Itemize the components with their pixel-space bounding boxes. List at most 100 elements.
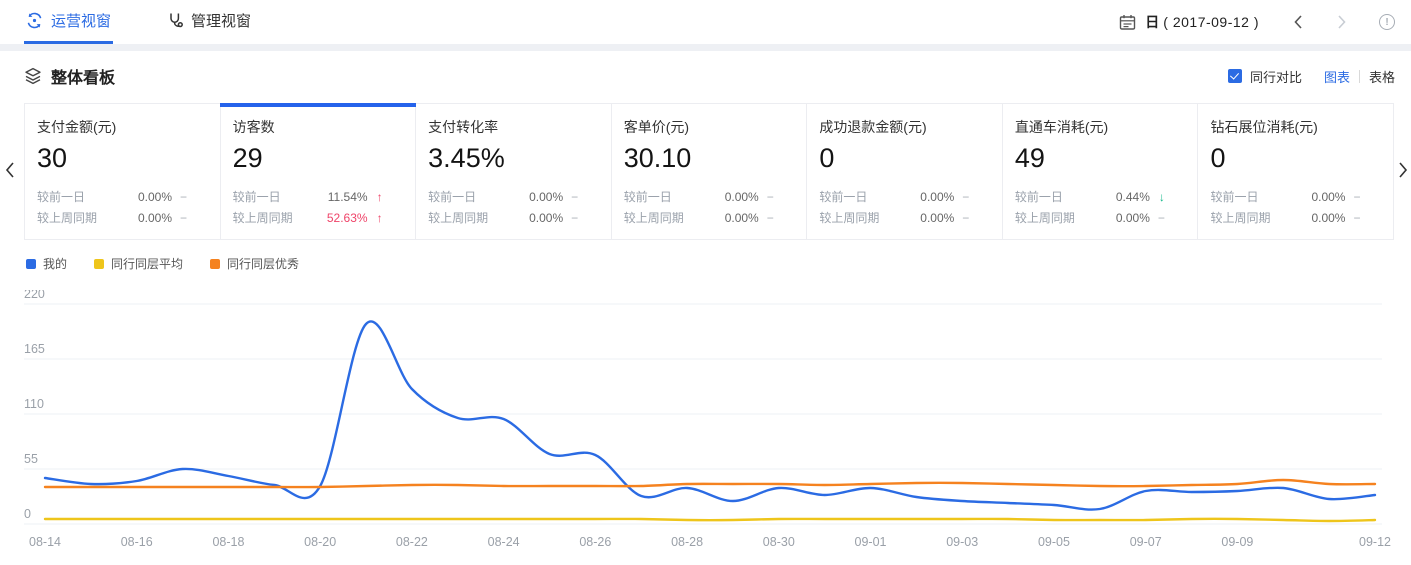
topbar: 运营视窗 管理视窗 日 ( 2017-09- bbox=[0, 0, 1411, 44]
compare-row: 较前一日 0.00% − bbox=[37, 186, 187, 207]
series-line-mine bbox=[43, 320, 1377, 511]
x-axis-tick: 08-28 bbox=[671, 535, 703, 549]
kpi-compare-rows: 较前一日 0.44% ↓ 较上周同期 0.00% − bbox=[1015, 186, 1188, 228]
compare-label: 较上周同期 bbox=[428, 211, 489, 225]
prev-date-button[interactable] bbox=[1293, 14, 1303, 30]
date-value[interactable]: ( 2017-09-12 ) bbox=[1163, 14, 1259, 30]
tab-operations-view[interactable]: 运营视窗 bbox=[24, 0, 114, 44]
y-axis-tick: 220 bbox=[24, 290, 45, 301]
tab-label: 运营视窗 bbox=[51, 13, 112, 30]
compare-label: 较前一日 bbox=[819, 190, 868, 204]
trend-up-icon: ↑ bbox=[376, 210, 383, 225]
compare-value: 0.00% bbox=[724, 189, 759, 204]
kpi-card-ztc-cost[interactable]: 直通车消耗(元) 49 较前一日 0.44% ↓ 较上周同期 0.00% − bbox=[1003, 104, 1199, 239]
kpi-value: 0 bbox=[819, 143, 835, 173]
compare-label: 较上周同期 bbox=[37, 211, 98, 225]
kpi-compare-rows: 较前一日 11.54% ↑ 较上周同期 52.63% ↑ bbox=[233, 186, 406, 228]
legend-item-peer-best[interactable]: 同行同层优秀 bbox=[210, 255, 299, 272]
kpi-card-payment-amount[interactable]: 支付金额(元) 30 较前一日 0.00% − 较上周同期 0.00% − bbox=[25, 104, 221, 239]
compare-label: 较前一日 bbox=[428, 190, 477, 204]
compare-row: 较前一日 11.54% ↑ bbox=[233, 186, 383, 207]
kpi-card-payment-conversion[interactable]: 支付转化率 3.45% 较前一日 0.00% − 较上周同期 0.00% − bbox=[416, 104, 612, 239]
compare-row: 较上周同期 0.00% − bbox=[624, 207, 774, 228]
chevron-right-icon bbox=[1399, 162, 1408, 178]
legend-label: 同行同层优秀 bbox=[227, 257, 300, 271]
compare-row: 较前一日 0.00% − bbox=[428, 186, 578, 207]
kpi-title: 客单价(元) bbox=[623, 119, 690, 135]
kpi-card-diamond-cost[interactable]: 钻石展位消耗(元) 0 较前一日 0.00% − 较上周同期 0.00% − bbox=[1198, 104, 1393, 239]
compare-value: 0.00% bbox=[1311, 189, 1346, 204]
trend-flat-icon: − bbox=[571, 210, 579, 225]
compare-label: 较前一日 bbox=[1014, 190, 1063, 204]
date-granularity[interactable]: 日 bbox=[1145, 14, 1160, 30]
layers-icon bbox=[25, 67, 41, 85]
compare-label: 较上周同期 bbox=[1014, 211, 1075, 225]
cards-scroll-right-button[interactable] bbox=[1398, 160, 1409, 180]
kpi-compare-rows: 较前一日 0.00% − 较上周同期 0.00% − bbox=[37, 186, 210, 228]
kpi-card-refund-amount[interactable]: 成功退款金额(元) 0 较前一日 0.00% − 较上周同期 0.00% − bbox=[807, 104, 1003, 239]
kpi-value: 3.45% bbox=[428, 143, 505, 173]
y-axis-tick: 55 bbox=[24, 452, 38, 466]
trend-line-chart[interactable]: 0 55 110 165 220 08-14 08-16 08-18 08-20 08-22 08-… bbox=[0, 290, 1411, 565]
compare-label: 较上周同期 bbox=[623, 211, 684, 225]
next-date-button[interactable] bbox=[1337, 14, 1347, 30]
view-toggle-divider bbox=[1358, 69, 1360, 83]
calendar-icon[interactable] bbox=[1119, 14, 1136, 31]
compare-value: 0.00% bbox=[1311, 210, 1346, 225]
legend-label: 同行同层平均 bbox=[111, 257, 184, 271]
compare-row: 较上周同期 0.00% − bbox=[819, 207, 969, 228]
legend-swatch bbox=[210, 258, 221, 269]
kpi-card-visitors[interactable]: 访客数 29 较前一日 11.54% ↑ 较上周同期 52.63% ↑ bbox=[219, 103, 417, 239]
legend-item-peer-average[interactable]: 同行同层平均 bbox=[94, 255, 183, 272]
x-axis-tick: 08-20 bbox=[304, 535, 336, 549]
kpi-title: 钻石展位消耗(元) bbox=[1210, 119, 1318, 135]
kpi-value: 29 bbox=[232, 143, 263, 173]
x-axis-tick: 09-09 bbox=[1221, 535, 1253, 549]
kpi-value: 30.10 bbox=[623, 143, 692, 173]
kpi-title: 访客数 bbox=[232, 119, 275, 135]
kpi-card-price-per-customer[interactable]: 客单价(元) 30.10 较前一日 0.00% − 较上周同期 0.00% − bbox=[612, 104, 808, 239]
trend-flat-icon: − bbox=[1353, 189, 1361, 204]
peer-compare-checkbox[interactable] bbox=[1227, 69, 1242, 83]
cards-scroll-left-button[interactable] bbox=[4, 160, 15, 180]
view-chart-link[interactable]: 图表 bbox=[1323, 69, 1350, 85]
compare-row: 较前一日 0.00% − bbox=[819, 186, 969, 207]
series-line-peer-average bbox=[43, 517, 1377, 523]
compare-value: 0.00% bbox=[1115, 210, 1150, 225]
x-axis-tick: 09-03 bbox=[946, 535, 978, 549]
kpi-compare-rows: 较前一日 0.00% − 较上周同期 0.00% − bbox=[819, 186, 992, 228]
compare-row: 较前一日 0.44% ↓ bbox=[1015, 186, 1165, 207]
compare-label: 较前一日 bbox=[1210, 190, 1259, 204]
peer-compare-label: 同行对比 bbox=[1249, 69, 1302, 85]
x-axis-tick: 08-22 bbox=[396, 535, 428, 549]
board-header: 整体看板 同行对比 图表 表格 bbox=[0, 51, 1411, 101]
kpi-title: 支付金额(元) bbox=[37, 119, 117, 135]
trend-flat-icon: − bbox=[1353, 210, 1361, 225]
date-controls: 日 ( 2017-09-12 ) ! bbox=[1119, 0, 1395, 44]
trend-flat-icon: − bbox=[962, 210, 970, 225]
info-icon[interactable]: ! bbox=[1379, 14, 1395, 30]
compare-row: 较前一日 0.00% − bbox=[1210, 186, 1360, 207]
legend-item-mine[interactable]: 我的 bbox=[26, 255, 67, 272]
x-axis-tick: 09-01 bbox=[855, 535, 887, 549]
chevron-right-icon bbox=[1338, 15, 1346, 29]
y-axis-tick: 110 bbox=[24, 397, 44, 411]
trend-down-icon: ↓ bbox=[1158, 189, 1165, 204]
kpi-title: 直通车消耗(元) bbox=[1014, 119, 1109, 135]
compare-label: 较前一日 bbox=[623, 190, 672, 204]
tab-management-view[interactable]: 管理视窗 bbox=[165, 0, 253, 44]
legend-swatch bbox=[94, 258, 105, 269]
x-axis-tick: 08-18 bbox=[212, 535, 244, 549]
board-title: 整体看板 bbox=[51, 70, 116, 87]
compare-value: 0.00% bbox=[137, 210, 172, 225]
series-line-peer-best bbox=[43, 478, 1377, 489]
y-axis-tick: 165 bbox=[24, 342, 45, 356]
trend-flat-icon: − bbox=[766, 210, 774, 225]
x-axis-tick: 09-05 bbox=[1038, 535, 1070, 549]
kpi-compare-rows: 较前一日 0.00% − 较上周同期 0.00% − bbox=[1210, 186, 1383, 228]
legend-swatch bbox=[26, 258, 36, 269]
chevron-left-icon bbox=[5, 162, 14, 178]
view-table-link[interactable]: 表格 bbox=[1368, 69, 1395, 85]
kpi-compare-rows: 较前一日 0.00% − 较上周同期 0.00% − bbox=[624, 186, 797, 228]
